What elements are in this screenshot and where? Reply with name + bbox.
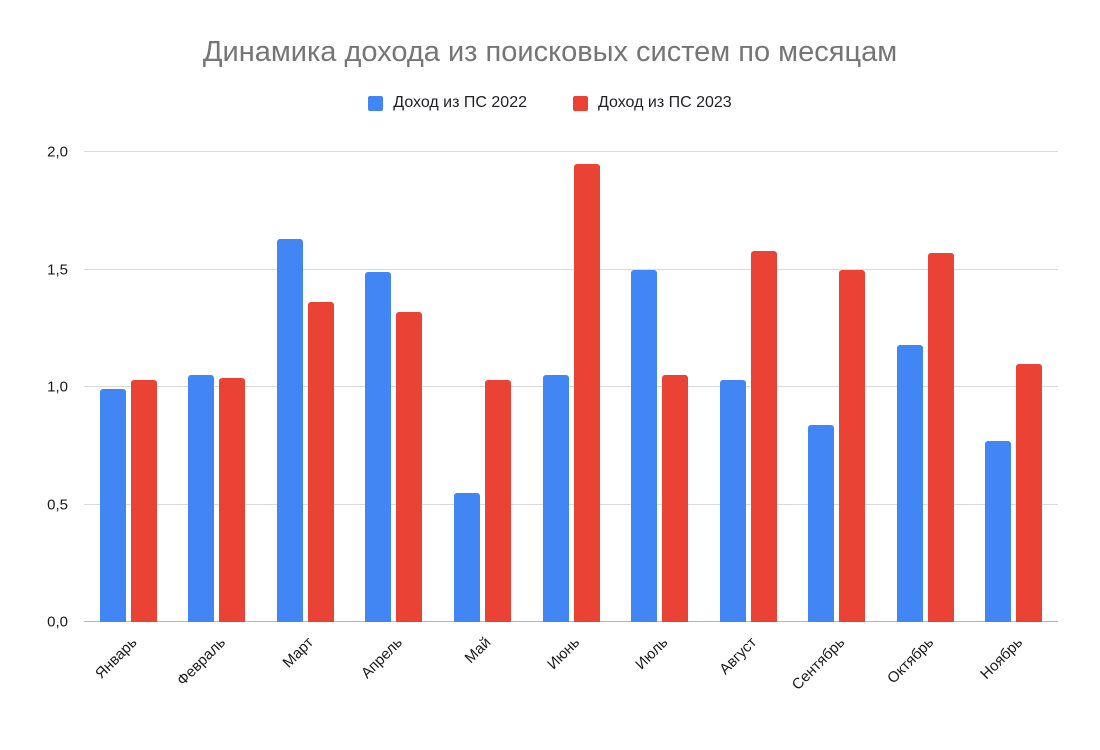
bar-series-2 [839, 269, 866, 622]
bar-series-2 [307, 302, 334, 622]
x-axis-tick: Ноябрь [969, 622, 1058, 732]
chart-title: Динамика дохода из поисковых систем по м… [202, 36, 898, 68]
bar-group-11 [969, 152, 1058, 622]
x-axis-tick-label: Сентябрь [789, 634, 849, 694]
bar-series-1 [365, 271, 392, 622]
x-axis-tick: Февраль [173, 622, 262, 732]
bar-series-2 [219, 377, 246, 622]
x-axis-tick-label: Апрель [357, 634, 406, 683]
y-axis-tick-label: 0,5 [47, 496, 68, 513]
x-axis-tick: Январь [84, 622, 173, 732]
bar-series-2 [750, 250, 777, 622]
x-axis-tick-label: Июль [632, 634, 672, 674]
legend-item-2022: Доход из ПС 2022 [368, 94, 527, 112]
y-axis-tick-label: 2,0 [47, 143, 68, 161]
gridline [84, 621, 1058, 622]
gridline [84, 268, 1058, 270]
bar-series-1 [453, 492, 480, 622]
bar-group-10 [881, 152, 970, 622]
bar-group-5 [438, 152, 527, 622]
legend-swatch-2022-icon [368, 95, 384, 111]
bar-group-8 [704, 152, 793, 622]
bar-series-2 [130, 379, 157, 622]
legend-item-2023: Доход из ПС 2023 [573, 94, 732, 112]
x-axis-tick-label: Март [279, 634, 318, 672]
bar-series-1 [276, 238, 303, 622]
x-axis-tick-label: Январь [91, 634, 141, 683]
gridline [84, 503, 1058, 505]
legend-label-2022: Доход из ПС 2022 [393, 94, 527, 111]
chart-legend: Доход из ПС 2022 Доход из ПС 2023 [0, 94, 1100, 112]
bar-series-2 [573, 163, 600, 622]
legend-swatch-2023-icon [573, 95, 588, 111]
x-axis-tick-label: Октябрь [884, 634, 938, 688]
x-axis-tick-label: Ноябрь [976, 634, 1026, 683]
plot-area: 0,0 0,5 1,0 1,5 2,0 Январь Февраль Март Апрель Ма… [47, 144, 1058, 694]
x-axis-tick: Апрель [350, 622, 439, 732]
bar-group-9 [792, 152, 881, 622]
gridline [84, 151, 1058, 152]
y-axis-tick-label: 0,0 [47, 613, 68, 631]
bar-series-1 [985, 441, 1012, 622]
x-axis-tick-label: Август [716, 634, 761, 678]
bar-series-1 [896, 344, 923, 622]
x-axis-tick: Июнь [527, 622, 616, 732]
bar-series-2 [1016, 363, 1043, 622]
bar-series-1 [542, 375, 569, 622]
bar-group-3 [261, 152, 350, 622]
bar-group-6 [527, 152, 616, 622]
x-axis-tick: Октябрь [881, 622, 970, 732]
bar-series-1 [188, 375, 215, 622]
x-axis-tick: Август [704, 622, 793, 732]
bar-series-2 [396, 311, 423, 622]
bar-group-7 [615, 152, 704, 622]
bar-series-2 [484, 379, 511, 622]
x-axis-tick: Сентябрь [789, 622, 881, 732]
gridline [84, 386, 1058, 387]
x-axis-tick-label: Июнь [544, 634, 584, 673]
bar-series-2 [662, 375, 689, 622]
bar-series-1 [99, 389, 126, 622]
bar-group-4 [350, 152, 439, 622]
bar-series-2 [927, 253, 954, 622]
x-axis-labels: Январь Февраль Март Апрель Май Июнь Июль Август… [84, 622, 1058, 732]
x-axis-tick: Март [261, 622, 350, 732]
bar-group-1 [84, 152, 173, 622]
y-axis-tick-label: 1,5 [47, 261, 68, 278]
x-axis-tick-label: Май [461, 634, 495, 667]
y-axis-tick-label: 1,0 [47, 378, 68, 396]
bar-series-1 [631, 269, 658, 622]
bar-series-1 [719, 379, 746, 622]
bar-group-2 [173, 152, 262, 622]
bar-groups [84, 152, 1058, 622]
legend-label-2023: Доход из ПС 2023 [598, 94, 732, 111]
x-axis-tick: Июль [615, 622, 704, 732]
x-axis-tick: Май [438, 622, 527, 732]
x-axis-tick-label: Февраль [173, 634, 229, 690]
bar-series-1 [808, 424, 835, 622]
